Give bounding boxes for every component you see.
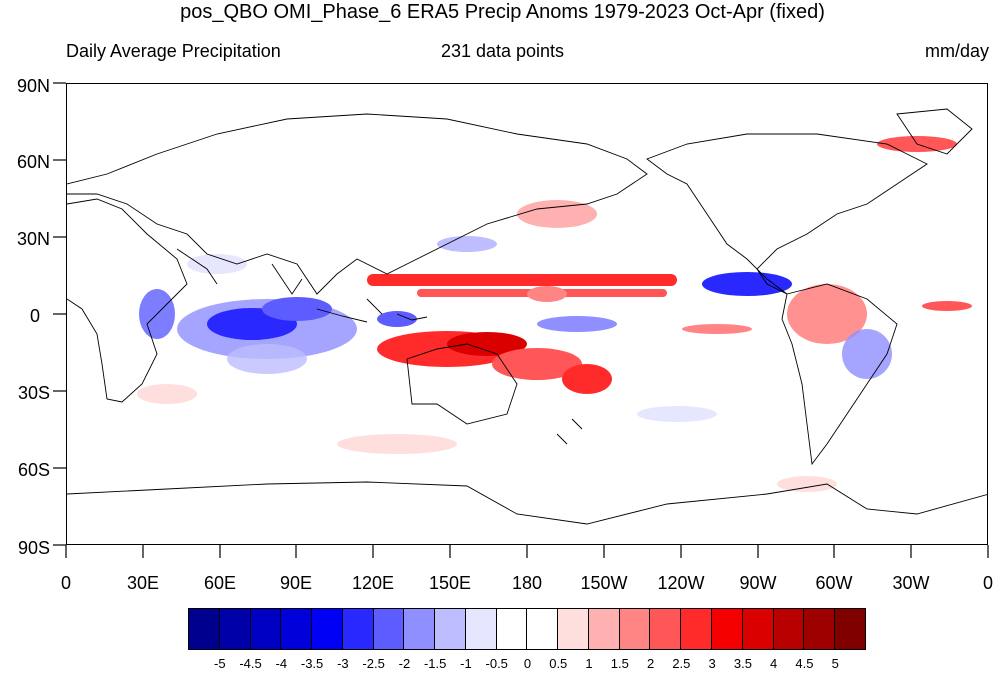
- colorbar-cell: [341, 608, 374, 650]
- colorbar-label: 2: [646, 656, 655, 671]
- y-label-90s: 90S: [17, 538, 50, 558]
- colorbar-cell: [372, 608, 405, 650]
- colorbar-label: 0.5: [549, 656, 568, 671]
- subtitle-left: Daily Average Precipitation: [66, 41, 281, 61]
- x-label-90w: 90W: [739, 573, 777, 593]
- x-label-0: 0: [60, 573, 71, 593]
- colorbar-label: 0: [523, 656, 532, 671]
- colorbar-label: -5: [213, 656, 226, 671]
- colorbar-label: -2: [398, 656, 411, 671]
- colorbar-label: -0.5: [485, 656, 508, 671]
- x-label-30w: 30W: [892, 573, 930, 593]
- colorbar-cell: [711, 608, 743, 650]
- colorbar-label: -3: [337, 656, 349, 671]
- colorbar-cell: [649, 608, 682, 650]
- x-label-150e: 150E: [428, 573, 472, 593]
- x-label-60w: 60W: [815, 573, 853, 593]
- colorbar-cell: [495, 608, 528, 650]
- colorbar-cell: [772, 608, 805, 650]
- colorbar-label: -4: [275, 656, 288, 671]
- x-label-150w: 150W: [580, 573, 628, 593]
- colorbar-label: 3: [708, 656, 716, 671]
- subtitle-center: 231 data points: [440, 41, 565, 61]
- colorbar-cell: [280, 608, 313, 650]
- x-label-0-end: 0: [982, 573, 993, 593]
- colorbar-cell: [834, 608, 866, 650]
- colorbar-label: 4.5: [795, 656, 814, 671]
- colorbar-cell: [618, 608, 651, 650]
- colorbar-cell: [680, 608, 713, 650]
- anomaly-fields: [137, 136, 972, 492]
- x-label-60e: 60E: [203, 573, 237, 593]
- colorbar: [188, 608, 866, 650]
- colorbar-label: 1.5: [610, 656, 629, 671]
- x-label-90e: 90E: [279, 573, 313, 593]
- colorbar-cell: [188, 608, 220, 650]
- y-label-60s: 60S: [17, 460, 50, 480]
- colorbar-cell: [557, 608, 589, 650]
- x-label-30e: 30E: [126, 573, 160, 593]
- colorbar-cell: [526, 608, 559, 650]
- y-label-30n: 30N: [16, 229, 50, 249]
- colorbar-cell: [249, 608, 282, 650]
- y-label-90n: 90N: [16, 76, 50, 96]
- colorbar-cell: [311, 608, 343, 650]
- colorbar-label: -1.5: [423, 656, 447, 671]
- colorbar-cell: [403, 608, 436, 650]
- y-label-30s: 30S: [17, 383, 50, 403]
- colorbar-cell: [218, 608, 251, 650]
- map-plot-area: [66, 83, 988, 545]
- colorbar-cell: [803, 608, 836, 650]
- colorbar-label: 4: [770, 656, 778, 671]
- subtitle-units: mm/day: [924, 41, 989, 61]
- colorbar-label: -4.5: [239, 656, 262, 671]
- colorbar-label: -1: [460, 656, 472, 671]
- colorbar-label: 1: [585, 656, 593, 671]
- colorbar-cell: [741, 608, 774, 650]
- precip-anomaly-map: [67, 108, 987, 525]
- colorbar-label: -2.5: [362, 656, 385, 671]
- colorbar-cell: [434, 608, 466, 650]
- coastlines: [67, 108, 987, 525]
- colorbar-label: -3.5: [300, 656, 324, 671]
- colorbar-label: 3.5: [733, 656, 752, 671]
- colorbar-cell: [587, 608, 620, 650]
- y-label-eq: 0: [29, 306, 40, 326]
- colorbar-label: 2.5: [672, 656, 691, 671]
- colorbar-cell: [464, 608, 497, 650]
- y-label-60n: 60N: [16, 152, 50, 172]
- x-label-120e: 120E: [351, 573, 395, 593]
- map-title: pos_QBO OMI_Phase_6 ERA5 Precip Anoms 19…: [180, 1, 825, 23]
- x-label-180: 180: [511, 573, 543, 593]
- colorbar-label: 5: [831, 656, 839, 671]
- x-label-120w: 120W: [657, 573, 705, 593]
